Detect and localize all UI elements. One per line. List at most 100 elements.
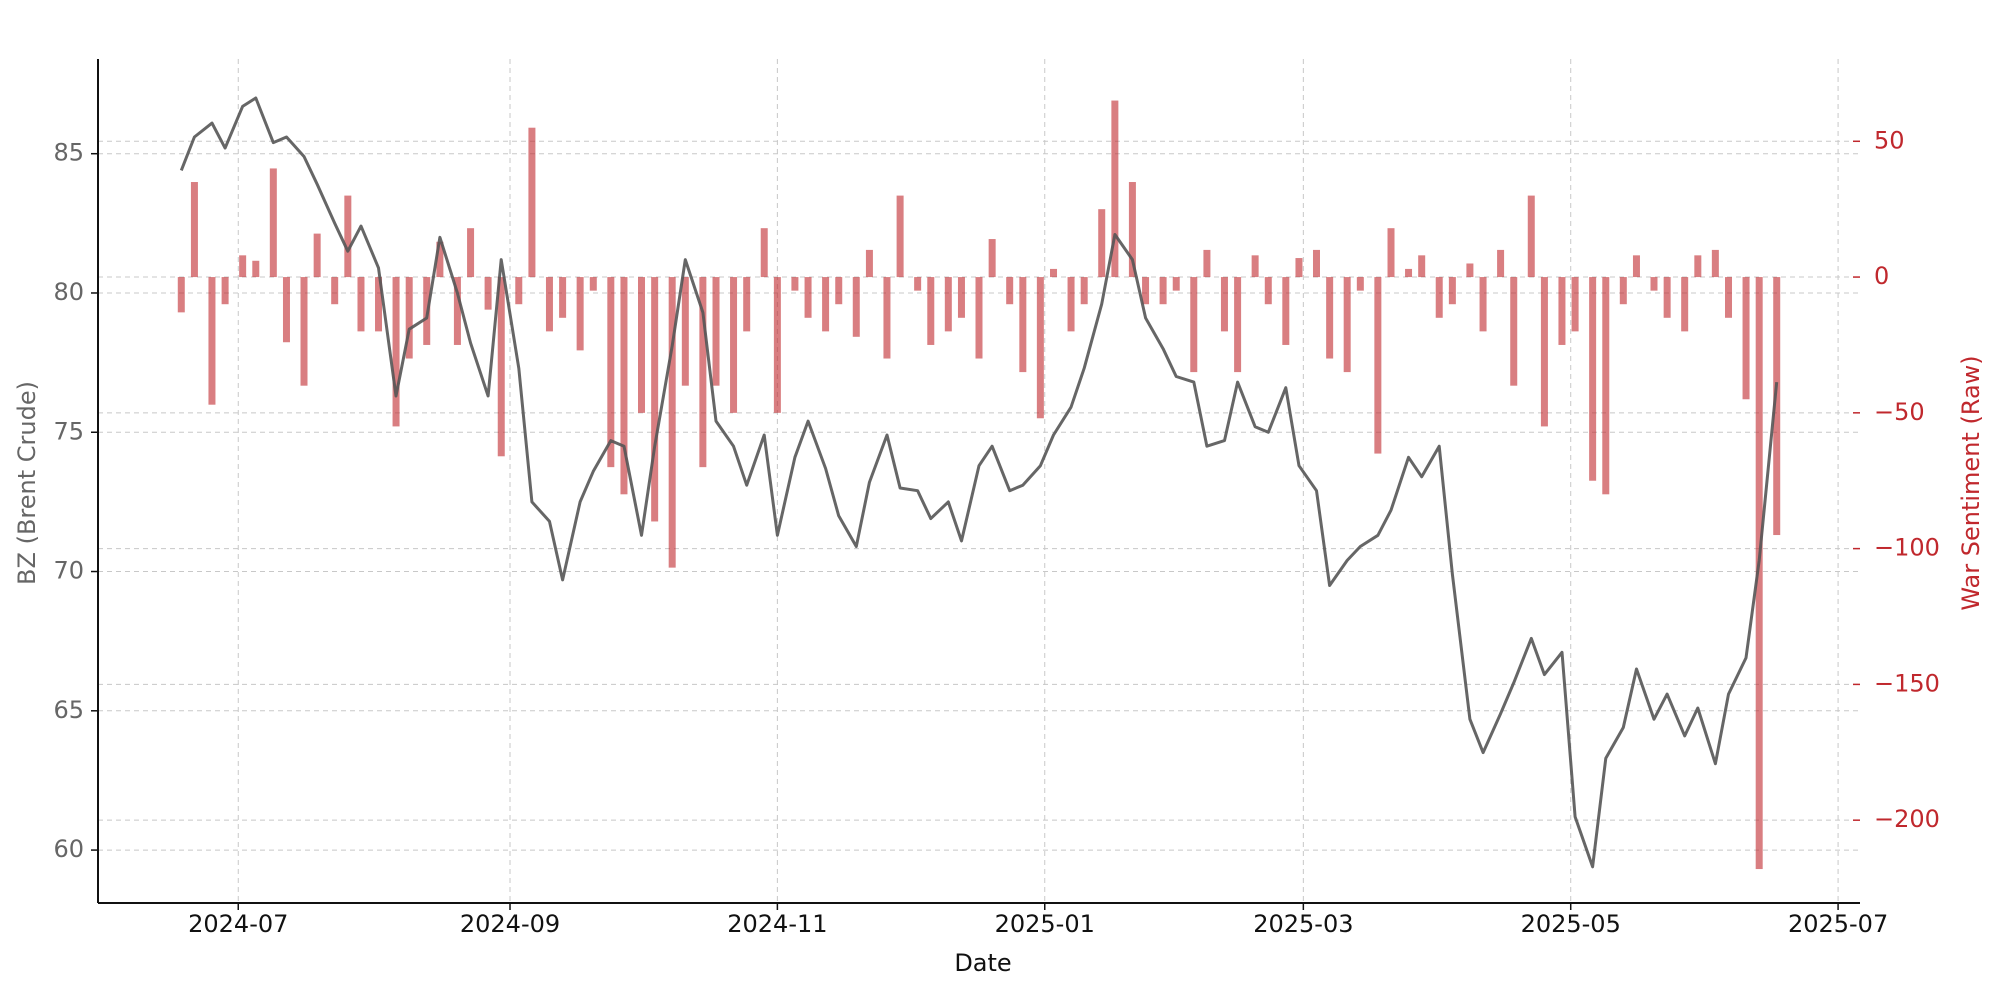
bar [1466,263,1474,278]
bar [300,277,308,386]
bar [1234,277,1242,373]
bar [331,277,339,305]
bar [1448,277,1456,305]
line [179,96,1779,869]
x-tick-label: 2025-05 [1521,910,1621,938]
bar [208,277,216,405]
bar [699,277,707,468]
bar [375,277,383,332]
bar [405,277,413,359]
bar [1540,277,1548,427]
bar [515,277,523,305]
bar [1387,228,1395,278]
bar [1435,277,1443,318]
bar [681,277,689,386]
bar [607,277,615,468]
bar [484,277,492,310]
y2-tick-label: −200 [1874,805,1940,833]
bar [1650,277,1658,291]
y2-tick-label: 0 [1874,262,1889,290]
bar [1006,277,1014,305]
bar [252,260,260,278]
y-tick-label: 65 [53,696,84,724]
bar [190,182,198,278]
bar [1405,268,1413,278]
bar [1326,277,1334,359]
bar [620,277,628,495]
bar [282,277,290,343]
bar [1036,277,1044,419]
y-tick-label: 80 [53,278,84,306]
x-tick-label: 2025-07 [1788,910,1888,938]
bar [1681,277,1689,332]
bar [545,277,553,332]
bar [1019,277,1027,373]
bar [1663,277,1671,318]
bar [1558,277,1566,345]
x-axis-label: Date [954,949,1011,977]
bar [1711,249,1719,278]
bar [1527,195,1535,278]
bar [1282,277,1290,345]
y2-tick-label: −50 [1874,398,1925,426]
bar [177,277,185,313]
bar [822,277,830,332]
bar [712,277,720,386]
bar [589,277,597,291]
bar [865,249,873,278]
bar [1694,255,1702,278]
bar [1050,268,1058,278]
bar [392,277,400,427]
x-tick-label: 2024-09 [460,910,560,938]
bar [651,277,659,522]
y-tick-label: 60 [53,835,84,863]
bar [638,277,646,413]
bar [1343,277,1351,373]
bar [927,277,935,345]
bar [1098,209,1106,278]
bar [1571,277,1579,332]
bar [1725,277,1733,318]
bar [1742,277,1750,400]
bar [1220,277,1228,332]
y2-tick-label: −150 [1874,669,1940,697]
bar [1067,277,1075,332]
bar [883,277,891,359]
x-tick-label: 2025-03 [1253,910,1353,938]
bar [1632,255,1640,278]
bar [1203,249,1211,278]
bar [773,277,781,413]
y2-tick-label: −100 [1874,534,1940,562]
bar [1295,258,1303,278]
bar [1755,277,1763,870]
bar [1251,255,1259,278]
bar [1418,255,1426,278]
bar [576,277,584,351]
bar [944,277,952,332]
bar [1159,277,1167,305]
bar [1190,277,1198,373]
bar [497,277,505,457]
bar [1497,249,1505,278]
y2-axis-label: War Sentiment (Raw) [1957,355,1985,610]
y-tick-label: 85 [53,139,84,167]
bar [1510,277,1518,386]
bar [1602,277,1610,495]
bar [1264,277,1272,305]
bar [804,277,812,318]
bar [1589,277,1597,481]
bar [852,277,860,337]
y-axis-label: BZ (Brent Crude) [13,381,41,585]
bar [221,277,229,305]
bar [1356,277,1364,291]
bar [730,277,738,413]
bar [453,277,461,345]
bar [239,255,247,278]
bar [1172,277,1180,291]
bar [313,233,321,278]
bar [914,277,922,291]
bar [957,277,965,318]
bar [269,168,277,278]
bar [1111,100,1119,278]
